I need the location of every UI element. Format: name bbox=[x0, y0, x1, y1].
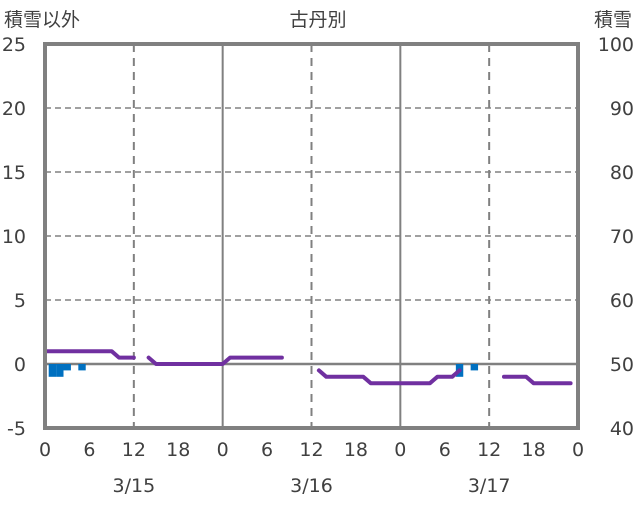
x-tick-label: 0 bbox=[572, 439, 584, 461]
x-tick-label: 12 bbox=[122, 439, 146, 461]
x-tick-label: 12 bbox=[477, 439, 501, 461]
snow-depth-line bbox=[146, 355, 284, 366]
x-tick-label: 18 bbox=[521, 439, 545, 461]
x-tick-label: 0 bbox=[39, 439, 51, 461]
left-tick-label: 25 bbox=[2, 34, 26, 56]
date-label: 3/15 bbox=[112, 475, 155, 497]
right-tick-label: 70 bbox=[610, 226, 634, 248]
x-tick-label: 6 bbox=[261, 439, 273, 461]
bar bbox=[78, 364, 86, 371]
left-tick-label: 15 bbox=[2, 162, 26, 184]
right-tick-label: 100 bbox=[598, 34, 634, 56]
bars bbox=[48, 364, 479, 377]
snow-depth-line bbox=[43, 349, 136, 360]
plot-border bbox=[43, 42, 580, 430]
bar bbox=[56, 364, 64, 377]
snow-depth-line bbox=[316, 368, 462, 386]
x-tick-label: 6 bbox=[439, 439, 451, 461]
right-axis-title: 積雪 bbox=[594, 9, 632, 31]
date-label: 3/16 bbox=[290, 475, 333, 497]
x-tick-label: 6 bbox=[83, 439, 95, 461]
x-tick-label: 18 bbox=[344, 439, 368, 461]
chart-title: 古丹別 bbox=[289, 9, 346, 31]
bar bbox=[48, 364, 57, 377]
x-tick-label: 0 bbox=[217, 439, 229, 461]
snow-depth-line bbox=[501, 374, 573, 386]
bar bbox=[63, 364, 71, 371]
x-tick-label: 12 bbox=[299, 439, 323, 461]
left-tick-label: 0 bbox=[14, 354, 26, 376]
right-tick-label: 40 bbox=[610, 418, 634, 440]
right-tick-label: 80 bbox=[610, 162, 634, 184]
lines bbox=[43, 349, 573, 386]
right-tick-label: 50 bbox=[610, 354, 634, 376]
bar bbox=[470, 364, 479, 371]
left-tick-label: 20 bbox=[2, 98, 26, 120]
grid bbox=[45, 44, 578, 428]
right-tick-label: 60 bbox=[610, 290, 634, 312]
x-tick-label: 0 bbox=[394, 439, 406, 461]
left-axis-title: 積雪以外 bbox=[4, 9, 80, 31]
left-tick-label: 10 bbox=[2, 226, 26, 248]
date-label: 3/17 bbox=[468, 475, 511, 497]
left-tick-label: 5 bbox=[14, 290, 26, 312]
left-tick-label: -5 bbox=[7, 418, 26, 440]
right-tick-label: 90 bbox=[610, 98, 634, 120]
x-tick-label: 18 bbox=[166, 439, 190, 461]
